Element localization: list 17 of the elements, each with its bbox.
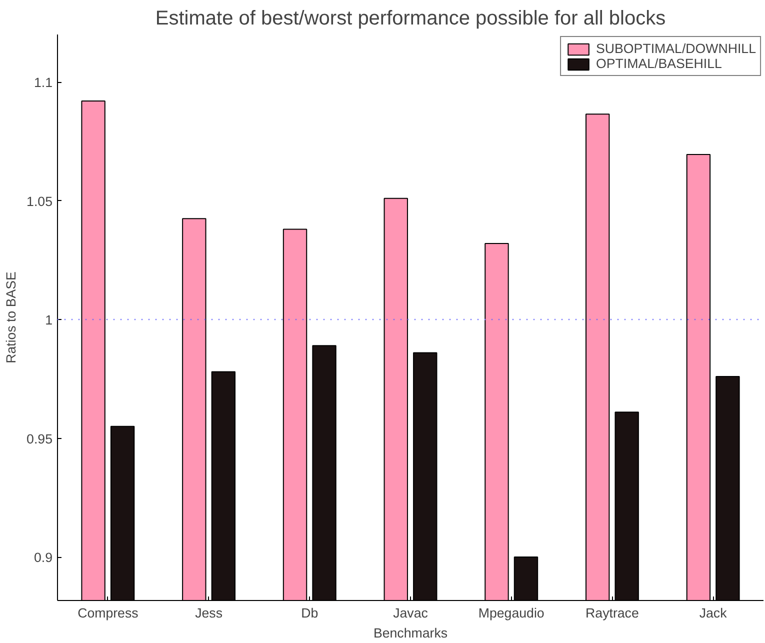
y-tick-label: 1 <box>45 312 53 328</box>
x-tick-label: Javac <box>393 606 428 620</box>
x-tick-label: Db <box>301 606 318 620</box>
chart-title: Estimate of best/worst performance possible for all blocks <box>155 8 666 30</box>
x-tick-label: Jess <box>195 606 223 620</box>
y-tick-label: 1.05 <box>26 194 53 209</box>
x-tick-label: Raytrace <box>586 606 639 620</box>
y-tick-label: 1.1 <box>34 75 53 90</box>
legend-label: OPTIMAL/BASEHILL <box>596 56 722 71</box>
x-tick-label: Compress <box>78 606 139 620</box>
x-axis-title: Benchmarks <box>373 626 448 640</box>
y-axis-title: Ratios to BASE <box>4 271 19 364</box>
x-tick-label: Mpegaudio <box>478 606 544 620</box>
legend-label: SUBOPTIMAL/DOWNHILL <box>596 41 756 56</box>
x-tick-label: Jack <box>699 606 728 620</box>
y-tick-label: 0.9 <box>34 550 53 566</box>
y-tick-label: 0.95 <box>26 431 53 446</box>
